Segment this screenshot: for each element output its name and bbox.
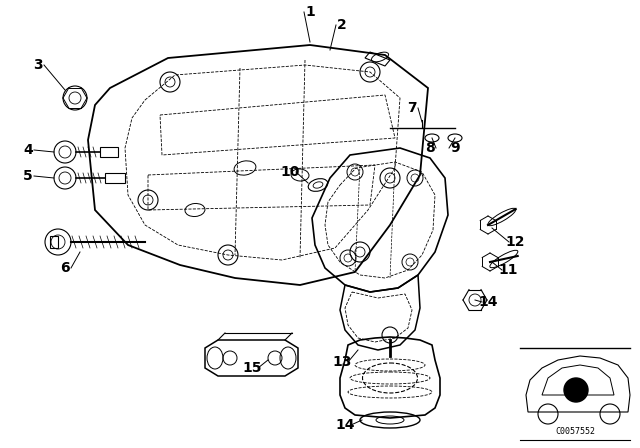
Bar [105,173,125,183]
Bar [50,236,58,248]
Text: 2: 2 [337,18,347,32]
Text: 12: 12 [505,235,525,249]
Text: 15: 15 [243,361,262,375]
Text: 14: 14 [478,295,498,309]
Text: 13: 13 [332,355,352,369]
Text: 9: 9 [450,141,460,155]
Text: 3: 3 [33,58,43,72]
Text: 14: 14 [335,418,355,432]
Text: 10: 10 [280,165,300,179]
Text: C0057552: C0057552 [555,427,595,436]
Text: 7: 7 [407,101,417,115]
Text: 5: 5 [23,169,33,183]
Bar [100,147,118,157]
Text: 8: 8 [425,141,435,155]
Text: 4: 4 [23,143,33,157]
Text: 6: 6 [60,261,70,275]
Circle shape [564,378,588,402]
Text: 1: 1 [305,5,315,19]
Text: 11: 11 [499,263,518,277]
